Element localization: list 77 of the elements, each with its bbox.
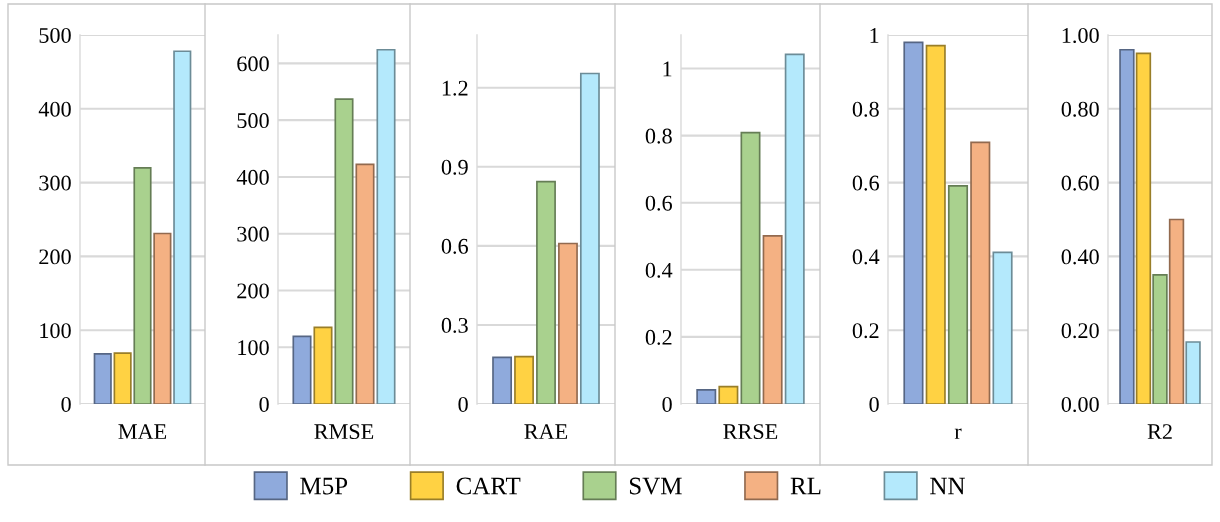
y-tick-label: 1.00 xyxy=(1062,27,1099,44)
bar xyxy=(947,185,969,404)
y-tick-label: 0.9 xyxy=(441,159,468,175)
bar xyxy=(536,180,556,404)
bar xyxy=(1135,52,1152,404)
bar xyxy=(1185,341,1201,404)
legend-label: CART xyxy=(456,477,521,495)
bar xyxy=(492,356,513,404)
y-tick-label: 1 xyxy=(870,28,879,43)
y-tick-label: 0.6 xyxy=(441,238,468,254)
bar xyxy=(153,232,172,404)
y-tick-label: 500 xyxy=(39,27,71,43)
y-tick-label: 300 xyxy=(237,226,269,242)
y-tick-label: 100 xyxy=(40,323,71,339)
y-tick-label: 0.2 xyxy=(645,329,672,345)
y-tick-label: 0 xyxy=(458,396,468,412)
bar xyxy=(992,251,1013,404)
bar xyxy=(133,167,152,404)
y-tick-label: 0.2 xyxy=(852,323,879,339)
y-tick-label: 0.3 xyxy=(441,317,468,333)
x-tick-label: MAE xyxy=(118,424,167,439)
y-tick-label: 0.80 xyxy=(1061,101,1099,117)
bar xyxy=(925,44,946,404)
legend-label: NN xyxy=(930,477,965,495)
y-tick-label: 0 xyxy=(61,396,71,412)
y-tick-label: 0.6 xyxy=(852,175,879,191)
y-tick-label: 500 xyxy=(237,113,269,129)
bar xyxy=(334,98,354,404)
bar xyxy=(970,141,991,404)
y-tick-label: 100 xyxy=(238,340,269,356)
bar xyxy=(696,389,717,404)
x-tick-label: RRSE xyxy=(723,424,778,440)
legend-label: RL xyxy=(790,477,821,495)
bar xyxy=(173,50,192,404)
bar xyxy=(292,335,312,404)
y-tick-label: 0.8 xyxy=(645,128,672,144)
bar xyxy=(93,352,112,404)
bar xyxy=(313,326,333,404)
x-tick-label: R2 xyxy=(1147,424,1172,439)
bar xyxy=(784,53,805,404)
y-tick-label: 400 xyxy=(38,101,71,117)
y-tick-label: 0.4 xyxy=(852,249,880,265)
bar xyxy=(1152,274,1168,404)
y-tick-label: 0 xyxy=(662,396,672,412)
bar xyxy=(579,72,600,404)
y-tick-label: 0 xyxy=(259,396,269,412)
y-tick-label: 200 xyxy=(39,249,71,265)
bar xyxy=(1119,48,1135,404)
bar xyxy=(762,235,783,404)
y-tick-label: 0 xyxy=(869,396,879,412)
y-tick-label: 400 xyxy=(236,169,269,185)
y-tick-label: 200 xyxy=(237,283,269,299)
bar xyxy=(1168,218,1185,404)
bar xyxy=(376,48,396,404)
legend-label: M5P xyxy=(300,477,348,495)
x-tick-label: RMSE xyxy=(314,424,374,440)
bar xyxy=(113,352,132,404)
bar xyxy=(558,242,578,404)
y-tick-label: 1 xyxy=(663,61,672,77)
y-tick-label: 0.20 xyxy=(1061,323,1099,339)
y-tick-label: 0.00 xyxy=(1061,396,1099,413)
bar xyxy=(355,163,375,404)
y-tick-label: 0.40 xyxy=(1061,249,1099,265)
y-tick-label: 1.2 xyxy=(442,80,468,96)
y-tick-label: 0.8 xyxy=(852,101,879,117)
bar xyxy=(903,41,924,404)
y-tick-label: 600 xyxy=(237,56,269,72)
x-tick-label: RAE xyxy=(524,424,568,439)
bar xyxy=(718,385,739,404)
legend-label: SVM xyxy=(629,477,682,495)
x-tick-label: r xyxy=(954,428,962,439)
bar xyxy=(740,131,761,404)
y-tick-label: 300 xyxy=(39,175,71,191)
y-tick-label: 0.6 xyxy=(645,195,672,211)
y-tick-label: 0.4 xyxy=(645,262,673,278)
y-tick-label: 0.60 xyxy=(1061,175,1099,191)
bar xyxy=(514,355,534,404)
